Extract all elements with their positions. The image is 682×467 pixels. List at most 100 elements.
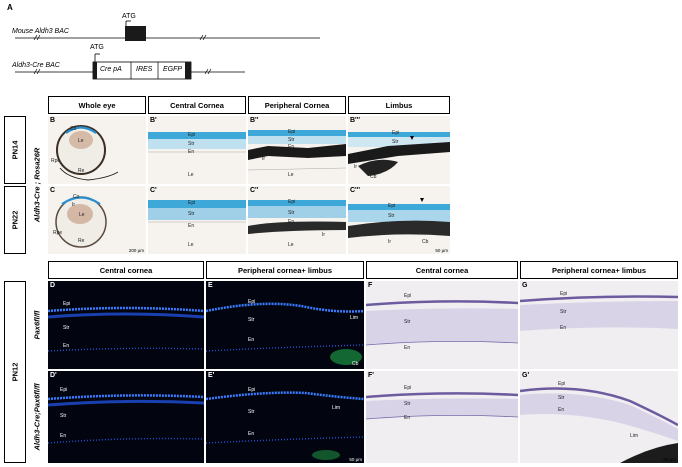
tag-str: Str <box>404 401 411 407</box>
row-label-pn12: PN12 <box>4 281 26 463</box>
col-header-limbus: Limbus <box>348 96 450 114</box>
tag-en: En <box>63 343 70 349</box>
tag-str: Str <box>188 141 195 147</box>
panel-letter: G' <box>522 372 530 379</box>
scale-bar-label: 50 μm <box>663 457 676 462</box>
tag-epi: Epi <box>392 130 400 136</box>
atg-label-2: ATG <box>90 44 104 51</box>
panel-letter: B''' <box>350 117 361 124</box>
genotype-label: Aldh3-Cre ; Rosa26R <box>28 116 46 254</box>
cassette-egfp: EGFP <box>163 66 183 73</box>
if-central-cornea-d <box>48 306 204 352</box>
tag-lim: Lim <box>332 405 341 411</box>
panel-e-prime: E' Epi Str En Lim 50 μm <box>206 371 364 463</box>
genotype-label-control: Pax6fl/fl <box>28 281 46 369</box>
tag-ir: Ir <box>322 232 326 238</box>
tag-co: Co <box>70 126 77 132</box>
tag-ir: Ir <box>262 156 266 162</box>
tag-cb: Cb <box>352 361 359 367</box>
col-header-peripheral-he: Peripheral cornea+ limbus <box>520 261 678 279</box>
panel-letter: B' <box>150 117 157 124</box>
tag-re: Re <box>78 168 85 174</box>
tag-epi: Epi <box>188 132 196 138</box>
panel-f: F Epi Str En <box>366 281 518 369</box>
tag-epi: Epi <box>388 203 396 209</box>
tag-str: Str <box>288 137 295 143</box>
tag-ir: Ir <box>354 164 358 170</box>
panel-g-prime: G' Epi Str En Lim 50 μm <box>520 371 678 463</box>
tag-epi: Epi <box>404 293 412 299</box>
panel-letter: G <box>522 282 528 289</box>
panel-b-double-prime: B'' Epi Str En Ir Le <box>248 116 346 184</box>
tag-en: En <box>60 433 67 439</box>
panel-letter: B <box>50 117 56 124</box>
row-label-pn14: PN14 <box>4 116 26 184</box>
panel-letter: D' <box>50 372 57 379</box>
if-peripheral-cornea-e-prime <box>206 391 364 460</box>
scale-bar-label: 50 μm <box>435 248 448 253</box>
row-label-pn22: PN22 <box>4 186 26 254</box>
panel-letter: C' <box>150 187 157 194</box>
tag-epi: Epi <box>248 387 256 393</box>
tag-le: Le <box>188 172 194 178</box>
panel-letter: B'' <box>250 117 259 124</box>
peripheral-cornea-section-b <box>248 130 346 171</box>
panel-c-prime: C' Epi Str En Le <box>148 186 246 254</box>
tag-str: Str <box>248 317 255 323</box>
tag-rpe: Rpe <box>53 230 63 236</box>
panel-b-triple-prime: B''' Epi Str En Ir Cb <box>348 116 450 184</box>
tag-epi: Epi <box>63 301 71 307</box>
panel-b: B Co Le Rpe Re <box>48 116 146 184</box>
tag-epi: Epi <box>60 387 68 393</box>
tag-cb: Cb <box>422 239 429 245</box>
tag-epi: Epi <box>248 299 256 305</box>
col-header-peripheral-cornea: Peripheral Cornea <box>248 96 346 114</box>
panel-a: A Mouse Aldh3 BAC Aldh3-Cre BAC ATG ATG … <box>0 0 682 90</box>
genotype-label-mutant: Aldh3-Cre;Pax6fl/fl <box>28 371 46 463</box>
panel-c-triple-prime: C''' Epi Str Ir Cb 50 μm <box>348 186 450 254</box>
limbus-section-c <box>348 198 450 238</box>
tag-le: Le <box>188 242 194 248</box>
tag-le: Le <box>78 138 84 144</box>
if-central-cornea-d-prime <box>48 394 204 444</box>
tag-ir: Ir <box>72 202 76 208</box>
exon-box <box>125 26 146 41</box>
he-peripheral-cornea-g <box>520 295 678 331</box>
tag-str: Str <box>392 139 399 145</box>
tag-rpe: Rpe <box>51 158 61 164</box>
panel-letter: C <box>50 187 56 194</box>
he-central-cornea-f-prime <box>366 392 518 420</box>
col-header-whole-eye: Whole eye <box>48 96 146 114</box>
mouse-bac-label: Mouse Aldh3 BAC <box>12 28 69 35</box>
tag-le: Le <box>288 172 294 178</box>
if-peripheral-cornea-e <box>206 302 364 365</box>
tag-en: En <box>352 156 359 162</box>
scale-bar-label: 200 μm <box>128 248 144 253</box>
central-cornea-section-c <box>148 200 246 223</box>
he-central-cornea-f <box>366 300 518 346</box>
tag-en: En <box>404 345 411 351</box>
tag-epi: Epi <box>558 381 566 387</box>
eye-section-c <box>55 196 107 248</box>
tag-epi: Epi <box>404 385 412 391</box>
tag-epi: Epi <box>188 200 196 206</box>
tag-epi: Epi <box>560 291 568 297</box>
panel-letter: C'' <box>250 187 259 194</box>
panel-letter: C''' <box>350 187 361 194</box>
tag-en: En <box>560 325 567 331</box>
panel-letter: F' <box>368 372 374 379</box>
tag-en: En <box>558 407 565 413</box>
col-header-central-cornea-if: Central cornea <box>48 261 204 279</box>
panel-d: D Epi Str En <box>48 281 204 369</box>
tag-lim: Lim <box>630 433 639 439</box>
tag-epi: Epi <box>288 199 296 205</box>
panel-c-double-prime: C'' Epi Str En Ir Le <box>248 186 346 254</box>
scale-bar-label: 50 μm <box>349 457 362 462</box>
panel-a-letter: A <box>7 3 13 12</box>
tag-str: Str <box>60 413 67 419</box>
col-header-central-cornea: Central Cornea <box>148 96 246 114</box>
panel-d-prime: D' Epi Str En <box>48 371 204 463</box>
panel-c: C Co Ir Le Rpe Re 200 μm <box>48 186 146 254</box>
atg-label-1: ATG <box>122 13 136 20</box>
panel-b-prime: B' Epi Str En Le <box>148 116 246 184</box>
